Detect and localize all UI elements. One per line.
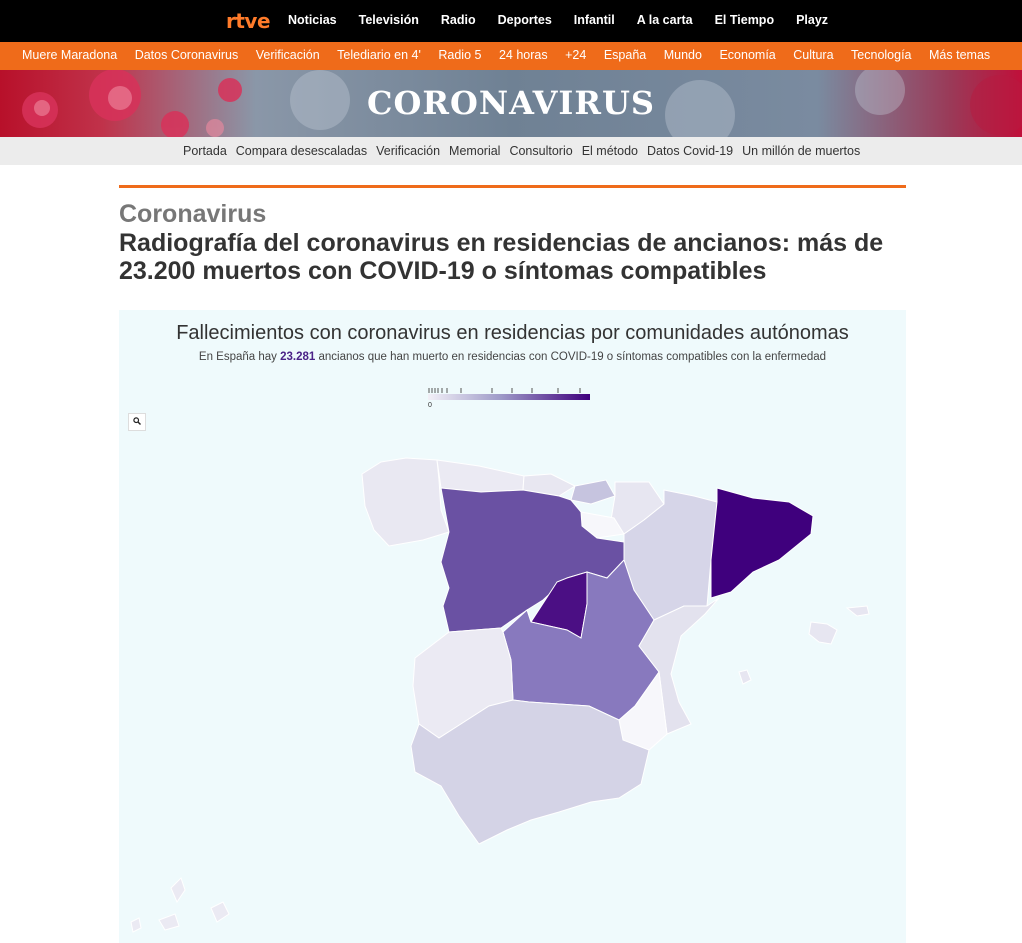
legend-gradient <box>428 394 590 400</box>
section-nav-item[interactable]: Radio 5 <box>438 48 482 62</box>
section-nav-item[interactable]: Cultura <box>793 48 834 62</box>
section-nav-item[interactable]: España <box>603 48 647 62</box>
choropleth-map-chart: Fallecimientos con coronavirus en reside… <box>119 310 906 943</box>
subnav-memorial[interactable]: Memorial <box>449 144 501 158</box>
subnav-portada[interactable]: Portada <box>183 144 227 158</box>
region-andalucia[interactable] <box>410 699 650 845</box>
subnav-el-metodo[interactable]: El método <box>581 144 638 158</box>
subnav-millon-muertos[interactable]: Un millón de muertos <box>742 144 861 158</box>
top-navbar: rtve Noticias Televisión Radio Deportes … <box>0 0 1022 42</box>
section-nav-item[interactable]: Economía <box>719 48 776 62</box>
article-headline: Radiografía del coronavirus en residenci… <box>119 229 884 285</box>
top-nav-playz[interactable]: Playz <box>796 13 829 27</box>
section-nav-item[interactable]: Telediario en 4' <box>337 48 421 62</box>
legend-min-label: 0 <box>428 402 432 409</box>
legend-ticks <box>428 388 581 393</box>
section-nav-item[interactable]: Muere Maradona <box>22 48 118 62</box>
region-valencia[interactable] <box>638 597 720 735</box>
color-legend: 0 <box>428 388 590 409</box>
virus-illustration <box>22 70 1022 137</box>
region-baleares[interactable] <box>808 621 838 645</box>
section-nav-item[interactable]: Mundo <box>663 48 702 62</box>
region-baleares-menorca[interactable] <box>845 605 870 617</box>
region-canarias[interactable] <box>130 877 230 933</box>
region-asturias[interactable] <box>436 459 525 493</box>
region-cantabria[interactable] <box>522 473 577 497</box>
region-cataluna[interactable] <box>710 487 814 599</box>
section-nav-item[interactable]: 24 horas <box>498 48 548 62</box>
coronavirus-subnav: Portada Compara desescaladas Verificació… <box>0 137 1022 165</box>
subnav-consultorio[interactable]: Consultorio <box>509 144 573 158</box>
subnav-verificacion[interactable]: Verificación <box>376 144 441 158</box>
section-nav-item[interactable]: Datos Coronavirus <box>134 48 239 62</box>
subnav-datos-covid[interactable]: Datos Covid-19 <box>646 144 734 158</box>
subnav-compara-desescaladas[interactable]: Compara desescaladas <box>235 144 368 158</box>
section-nav-item[interactable]: Tecnología <box>851 48 912 62</box>
top-nav-deportes[interactable]: Deportes <box>497 13 552 27</box>
banner-title: CORONAVIRUS <box>367 84 655 122</box>
coronavirus-banner[interactable]: CORONAVIRUS <box>0 70 1022 137</box>
section-nav-item[interactable]: Verificación <box>255 48 320 62</box>
top-nav-television[interactable]: Televisión <box>358 13 419 27</box>
search-icon <box>133 417 141 425</box>
top-nav-a-la-carta[interactable]: A la carta <box>636 13 693 27</box>
top-nav-noticias[interactable]: Noticias <box>288 13 337 27</box>
region-baleares-ibiza[interactable] <box>738 669 752 685</box>
section-nav-item[interactable]: Más temas <box>929 48 991 62</box>
chart-subtitle: En España hay 23.281 ancianos que han mu… <box>198 351 827 363</box>
top-nav-infantil[interactable]: Infantil <box>573 13 615 27</box>
top-nav-el-tiempo[interactable]: El Tiempo <box>714 13 775 27</box>
top-nav-radio[interactable]: Radio <box>440 13 476 27</box>
zoom-button[interactable] <box>128 413 146 431</box>
spain-map <box>130 457 870 933</box>
section-navbar: Muere Maradona Datos Coronavirus Verific… <box>0 42 1022 70</box>
top-nav-items: Noticias Televisión Radio Deportes Infan… <box>288 13 850 27</box>
chart-title: Fallecimientos con coronavirus en reside… <box>176 322 849 344</box>
article-kicker[interactable]: Coronavirus <box>119 200 267 228</box>
total-deaths-number: 23.281 <box>280 351 316 363</box>
region-galicia[interactable] <box>361 457 450 547</box>
section-nav-item[interactable]: +24 <box>565 48 587 62</box>
article-divider <box>119 185 906 188</box>
region-pais-vasco[interactable] <box>570 479 616 505</box>
rtve-logo[interactable]: rtve <box>226 9 271 33</box>
